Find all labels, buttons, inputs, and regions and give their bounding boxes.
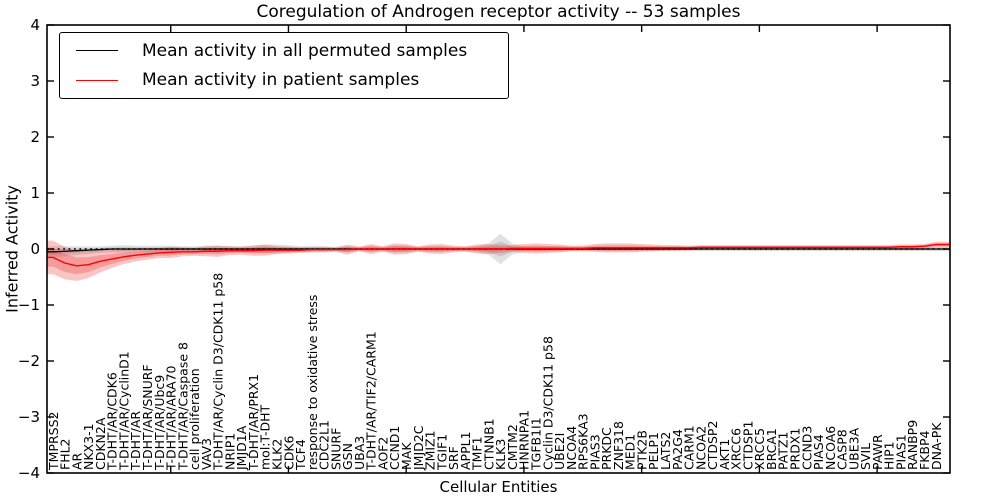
patient-mean-line <box>47 243 950 267</box>
x-category-label: NCOA4 <box>564 426 579 470</box>
x-category-label: NCOA2 <box>693 426 708 470</box>
y-tick-label: 0 <box>30 240 40 258</box>
x-category-label: NCOA6 <box>823 426 838 470</box>
x-category-label: Cyclin D3/CDK11 p58 <box>540 336 555 470</box>
x-category-label: PIAS4 <box>811 434 826 470</box>
x-category-label: T-DHT/AR <box>128 411 143 471</box>
legend-row-patient: Mean activity in patient samples <box>60 66 508 94</box>
x-category-label: PAWR <box>870 434 885 470</box>
y-tick-label: 4 <box>30 16 40 34</box>
y-axis-label: Inferred Activity <box>2 185 22 313</box>
y-tick-label: −2 <box>18 352 40 370</box>
x-category-label: NKX3-1 <box>81 423 96 470</box>
permuted-line-sample-icon <box>76 50 118 52</box>
x-category-label: JMJD2C <box>411 425 426 471</box>
x-category-label: PIAS1 <box>893 434 908 470</box>
x-category-label: cell proliferation <box>187 368 202 470</box>
legend-label-permuted: Mean activity in all permuted samples <box>142 40 468 61</box>
x-category-label: AOF2 <box>375 437 390 470</box>
x-category-label: CTDSP1 <box>740 421 755 470</box>
x-category-label: T-DHT/AR/Caspase 8 <box>175 342 190 471</box>
x-category-label: PIAS3 <box>587 434 602 470</box>
x-category-label: HNRNPA1 <box>517 410 532 470</box>
x-category-label: TMPRSS2 <box>46 412 61 471</box>
x-category-label: SNURF <box>328 428 343 470</box>
x-category-label: T-DHT/AR/CyclinD1 <box>116 351 131 471</box>
x-category-label: CMTM2 <box>505 424 520 470</box>
x-category-label: RANBP9 <box>905 420 920 470</box>
x-category-label: CASP8 <box>835 429 850 470</box>
legend-row-permuted: Mean activity in all permuted samples <box>60 37 508 65</box>
y-tick-label: 3 <box>30 72 40 90</box>
x-category-label: TCF4 <box>293 439 308 471</box>
x-category-label: DNA-PK <box>929 422 944 470</box>
x-category-label: T-DHT/AR/Ubc9 <box>152 375 167 471</box>
x-category-label: UBE3A <box>846 427 861 470</box>
x-category-label: RPS6KA3 <box>576 413 591 470</box>
x-category-label: T-DHT/AR/PRX1 <box>246 374 261 471</box>
x-category-label: ZNF318 <box>611 421 626 470</box>
x-category-label: CDK6 <box>281 435 296 470</box>
x-category-label: response to oxidative stress <box>305 295 320 470</box>
x-category-label: mol:T-DHT <box>258 404 273 470</box>
x-category-label: MED1 <box>623 434 638 470</box>
x-category-label: UBE2I <box>552 433 567 470</box>
x-category-label: PRDX1 <box>787 428 802 470</box>
y-tick-label: −4 <box>18 464 40 482</box>
x-category-label: FKBP4 <box>917 430 932 470</box>
x-category-label: CCND1 <box>387 426 402 470</box>
x-category-label: JMJD1A <box>234 425 249 471</box>
x-category-label: GSN <box>340 443 355 470</box>
x-category-label: UBA3 <box>352 436 367 470</box>
x-category-label: TMF1 <box>470 436 485 471</box>
x-category-label: T-DHT/AR/CDK6 <box>105 372 120 471</box>
y-tick-label: 2 <box>30 128 40 146</box>
patient-line-sample-icon <box>76 79 118 81</box>
x-category-label: HIP1 <box>882 441 897 470</box>
x-category-label: CARM1 <box>682 425 697 470</box>
chart-title: Coregulation of Androgen receptor activi… <box>256 2 741 22</box>
x-category-label: PTK2B <box>634 430 649 470</box>
x-category-label: AKT1 <box>717 439 732 470</box>
x-category-label: AR <box>69 452 84 470</box>
x-category-label: CTDSP2 <box>705 421 720 470</box>
x-category-label: CDKN2A <box>93 417 108 470</box>
x-category-label: ZMIZ1 <box>423 430 438 470</box>
x-category-label: SRF <box>446 446 461 470</box>
x-category-label: CTNNB1 <box>481 418 496 470</box>
x-category-label: T-DHT/AR/Cyclin D3/CDK11 p58 <box>211 273 226 471</box>
x-category-label: T-DHT/AR/ARA70 <box>164 365 179 471</box>
x-category-label: VAV3 <box>199 438 214 470</box>
y-tick-label: −3 <box>18 408 40 426</box>
x-category-label: BRCA1 <box>764 428 779 470</box>
x-category-label: T-DHT/AR/TIF2/CARM1 <box>364 331 379 471</box>
x-category-label: FHL2 <box>58 438 73 470</box>
x-category-label: CDC2L1 <box>317 420 332 470</box>
x-category-label: MAK <box>399 442 414 470</box>
y-tick-label: 1 <box>30 184 40 202</box>
x-category-label: NRIP1 <box>222 433 237 470</box>
x-category-label: APPL1 <box>458 431 473 470</box>
x-category-label: PELP1 <box>646 432 661 470</box>
x-category-label: XRCC6 <box>729 428 744 470</box>
x-category-label: PATZ1 <box>776 432 791 470</box>
legend: Mean activity in all permuted samples Me… <box>59 32 509 99</box>
y-tick-label: −1 <box>18 296 40 314</box>
x-category-label: T-DHT/AR/SNURF <box>140 364 155 471</box>
x-category-label: PA2G4 <box>670 429 685 470</box>
x-category-label: LATS2 <box>658 432 673 470</box>
x-category-label: KLK2 <box>269 439 284 470</box>
x-category-label: TGIF1 <box>434 434 449 471</box>
x-category-label: KLK3 <box>493 439 508 470</box>
x-axis-label: Cellular Entities <box>439 478 558 496</box>
x-category-label: SVIL <box>858 443 873 470</box>
x-category-label: CCND3 <box>799 426 814 470</box>
x-category-label: XRCC5 <box>752 428 767 470</box>
x-category-label: PRKDC <box>599 427 614 470</box>
x-category-label: TGFB1I1 <box>528 417 543 471</box>
legend-label-patient: Mean activity in patient samples <box>142 70 420 91</box>
